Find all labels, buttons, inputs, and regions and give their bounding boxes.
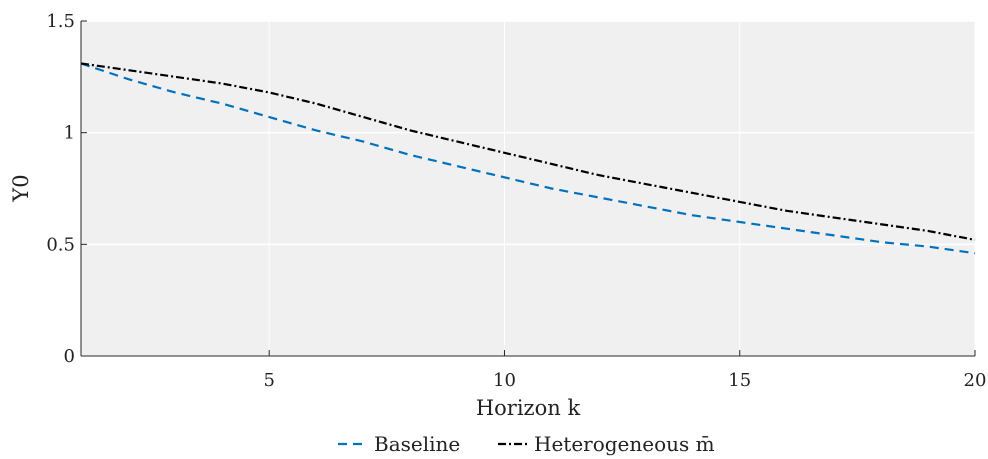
axes: 5 10 15 20 0 0.5 1 1.5 [46, 11, 986, 391]
legend-label-2: Heterogeneous m̄ [534, 432, 715, 456]
series-line-1 [80, 62, 976, 255]
x-axis-label: Horizon k [476, 396, 581, 420]
x-tick-label: 10 [493, 370, 516, 391]
plot-background [81, 21, 975, 356]
y-tick-label: 1.5 [46, 11, 75, 32]
x-tick-label: 20 [964, 370, 987, 391]
x-tick-label: 5 [263, 370, 274, 391]
y-tick-label: 1 [64, 123, 75, 144]
data-series [80, 62, 976, 255]
y-axis-label: Y0 [9, 174, 33, 202]
y-tick-label: 0 [64, 346, 75, 367]
x-tick-label: 15 [728, 370, 751, 391]
series-line-2 [80, 62, 976, 241]
y-tick-label: 0.5 [46, 234, 75, 255]
legend-label-1: Baseline [374, 432, 460, 456]
legend: Baseline Heterogeneous m̄ [338, 432, 715, 456]
